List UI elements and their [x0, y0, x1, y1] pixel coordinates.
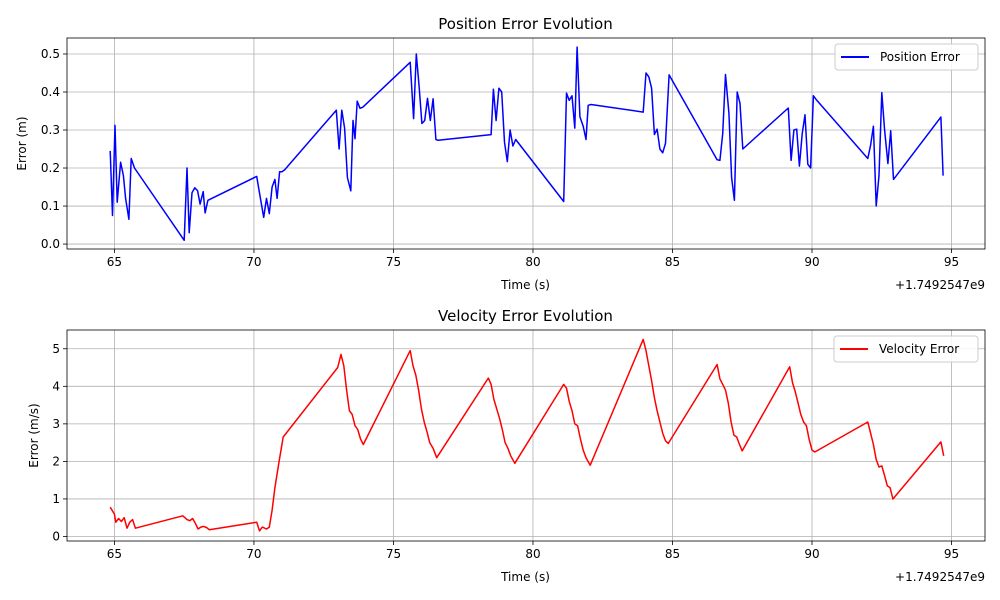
legend: Position Error — [834, 43, 979, 71]
series-line-position-error — [109, 46, 944, 242]
axes-frame — [66, 37, 986, 250]
y-tick-label: 3 — [52, 417, 60, 431]
axis-ticks: 65 70 75 80 85 90 95 0 1 2 3 4 5 — [52, 342, 959, 561]
x-tick-label: 90 — [804, 255, 819, 269]
x-tick-label: 65 — [107, 547, 122, 561]
x-tick-label: 75 — [386, 547, 401, 561]
y-tick-label: 4 — [52, 379, 60, 393]
x-tick-label: 70 — [246, 255, 261, 269]
y-tick-label: 0 — [52, 529, 60, 543]
y-tick-label: 0.3 — [41, 123, 60, 137]
y-tick-label: 1 — [52, 492, 60, 506]
x-axis-label: Time (s) — [500, 278, 550, 292]
chart-title: Position Error Evolution — [438, 15, 612, 33]
x-tick-label: 75 — [386, 255, 401, 269]
x-tick-label: 85 — [665, 255, 680, 269]
y-tick-label: 2 — [52, 454, 60, 468]
x-tick-label: 85 — [665, 547, 680, 561]
position-error-panel: Position Error Evolution 65 70 75 80 85 90 95 0… — [15, 15, 986, 292]
x-tick-label: 70 — [246, 547, 261, 561]
x-tick-label: 80 — [525, 547, 540, 561]
x-axis-label: Time (s) — [500, 570, 550, 584]
legend-box — [834, 43, 979, 71]
y-tick-label: 0.5 — [41, 47, 60, 61]
x-offset-label: +1.7492547e9 — [895, 278, 985, 292]
velocity-error-panel: Velocity Error Evolution 65 70 75 80 85 90 95 0… — [27, 307, 986, 584]
x-tick-label: 65 — [107, 255, 122, 269]
y-tick-label: 0.1 — [41, 199, 60, 213]
x-tick-label: 80 — [525, 255, 540, 269]
axis-ticks: 65 70 75 80 85 90 95 0.0 0.1 0.2 0.3 0.4 0.5 — [41, 47, 959, 269]
x-offset-label: +1.7492547e9 — [895, 570, 985, 584]
y-axis-label: Error (m/s) — [27, 403, 41, 467]
axes-frame — [66, 329, 986, 542]
x-tick-label: 90 — [804, 547, 819, 561]
y-tick-label: 0.0 — [41, 237, 60, 251]
grid-lines — [67, 330, 985, 541]
legend: Velocity Error — [833, 335, 979, 363]
x-tick-label: 95 — [944, 255, 959, 269]
y-tick-label: 0.2 — [41, 161, 60, 175]
legend-box — [833, 335, 979, 363]
series-line-velocity-error — [109, 338, 945, 532]
legend-label-velocity-error: Velocity Error — [879, 342, 959, 356]
x-tick-label: 95 — [944, 547, 959, 561]
legend-label-position-error: Position Error — [880, 50, 960, 64]
plot-area — [109, 46, 944, 242]
chart-title: Velocity Error Evolution — [438, 307, 613, 325]
y-tick-label: 0.4 — [41, 85, 60, 99]
y-tick-label: 5 — [52, 342, 60, 356]
y-axis-label: Error (m) — [15, 116, 29, 170]
plot-area — [109, 338, 945, 532]
